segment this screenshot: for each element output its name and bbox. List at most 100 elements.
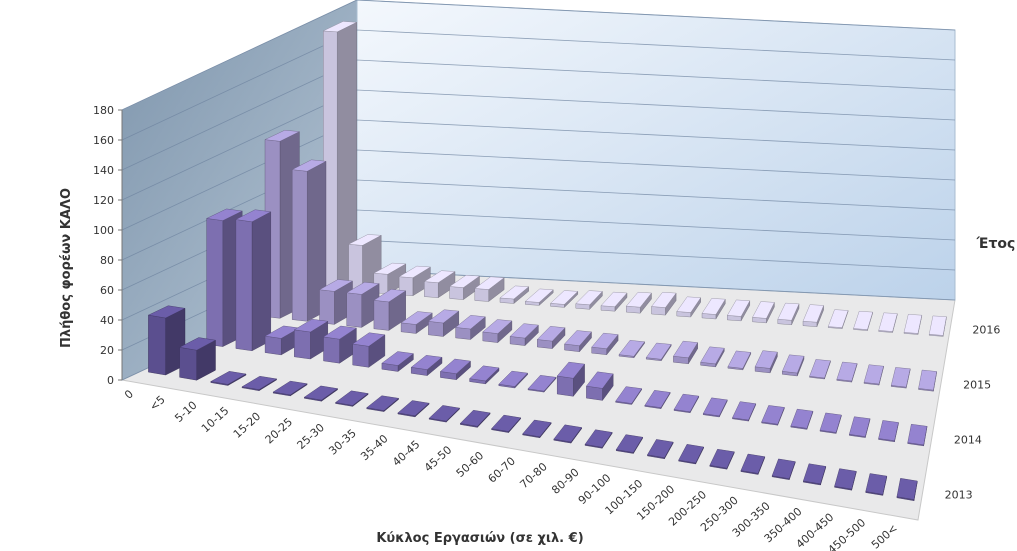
gridline xyxy=(121,0,956,111)
bar-2015-7 xyxy=(455,315,486,340)
bar-2016-11 xyxy=(600,291,628,312)
bar-2015-5 xyxy=(400,311,433,334)
bar-2014-11 xyxy=(527,375,557,393)
year-tick-label: 2015 xyxy=(963,379,991,392)
year-axis-title: Έτος xyxy=(976,236,1016,252)
x-axis-title: Κύκλος Εργασιών (σε χιλ. €) xyxy=(376,531,583,546)
bar-2014-23 xyxy=(878,420,899,443)
x-tick-label: 500< xyxy=(869,522,900,551)
bar-2013-12 xyxy=(522,419,552,439)
bar-2013-22 xyxy=(834,468,857,491)
x-tick-label: 0 xyxy=(122,387,136,401)
bar-2014-17 xyxy=(702,397,728,418)
bar-2013-7 xyxy=(366,395,400,413)
bar-2014-21 xyxy=(819,412,842,434)
bar-2015-16 xyxy=(700,346,725,368)
bar-2015-18 xyxy=(754,350,778,374)
bar-2016-10 xyxy=(575,290,603,310)
y-tick-label: 140 xyxy=(93,164,114,177)
bar-2016-13 xyxy=(651,291,677,316)
y-axis-title: Πλήθος φορέων ΚΑΛΟ xyxy=(59,188,74,348)
bar-2014-22 xyxy=(849,416,871,438)
bar-2015-11 xyxy=(564,330,592,353)
bar-2013-9 xyxy=(428,405,461,423)
bar-2014-24 xyxy=(907,423,928,447)
bar-2015-8 xyxy=(482,319,513,344)
bar-2013-24 xyxy=(896,478,918,501)
bar-2016-18 xyxy=(777,302,800,326)
bar-2014-20 xyxy=(790,408,814,430)
bar-2014-16 xyxy=(673,393,700,414)
bar-2015-19 xyxy=(782,354,805,377)
gridline xyxy=(121,29,956,141)
bar-2016-21 xyxy=(853,310,873,331)
bar-2016-24 xyxy=(928,315,947,337)
bar-2014-1 xyxy=(235,209,272,352)
bar-2016-16 xyxy=(726,299,751,322)
bar-2013-2 xyxy=(210,371,247,386)
bar-2015-10 xyxy=(536,326,566,350)
bar-2015-23 xyxy=(890,367,911,389)
x-tick-label: 60-70 xyxy=(486,455,518,486)
bar-2015-9 xyxy=(509,323,539,347)
bar-2014-10 xyxy=(498,370,529,389)
y-tick-label: 100 xyxy=(93,224,114,237)
bar-2014-18 xyxy=(732,401,757,422)
bar-2013-20 xyxy=(771,458,796,480)
bar-2014-5 xyxy=(352,332,386,368)
y-tick-label: 180 xyxy=(93,104,114,117)
x-tick-label: 30-35 xyxy=(326,427,358,458)
gridline xyxy=(121,149,956,261)
bar-2016-22 xyxy=(878,312,898,333)
bar-2016-0 xyxy=(322,21,358,291)
x-tick-label: 80-90 xyxy=(549,466,581,497)
bar-2013-17 xyxy=(678,444,705,465)
x-tick-label: 70-80 xyxy=(517,460,549,491)
bar-2013-3 xyxy=(241,375,278,392)
year-tick-label: 2013 xyxy=(945,489,973,502)
bar-2016-7 xyxy=(499,285,530,304)
y-tick-label: 20 xyxy=(100,344,114,357)
bar-2013-8 xyxy=(397,400,430,418)
bar-2016-15 xyxy=(701,298,726,320)
bar-2016-6 xyxy=(474,276,505,302)
bar-2014-12 xyxy=(556,361,585,397)
bar-2015-21 xyxy=(836,361,858,383)
y-tick-label: 160 xyxy=(93,134,114,147)
year-tick-label: 2014 xyxy=(954,434,982,447)
bar-2015-13 xyxy=(618,340,645,359)
x-tick-label: <5 xyxy=(147,393,168,414)
bar-2013-19 xyxy=(740,453,766,475)
bar-2013-5 xyxy=(303,385,339,402)
bar-2015-24 xyxy=(918,369,937,392)
bar-2013-14 xyxy=(584,429,613,449)
bar-2014-9 xyxy=(469,365,500,385)
gridline xyxy=(121,209,956,321)
bar-2013-10 xyxy=(459,409,491,428)
gridlines xyxy=(121,0,956,381)
x-tick-label: 15-20 xyxy=(231,410,263,441)
bar-2016-4 xyxy=(423,270,456,299)
bar-2016-14 xyxy=(676,296,702,318)
bar-2014-15 xyxy=(644,390,671,410)
x-tick-label: 35-40 xyxy=(358,432,390,463)
y-axis-ticks: 0 20 40 60 80 100 120 140 160 180 xyxy=(93,104,123,387)
bar-2016-1 xyxy=(347,234,382,293)
x-tick-label: 20-25 xyxy=(263,415,295,446)
bars xyxy=(147,21,947,501)
bar-2016-12 xyxy=(625,291,652,314)
bar-2016-9 xyxy=(550,290,579,308)
bar-2014-19 xyxy=(761,405,785,426)
x-tick-label: 45-50 xyxy=(422,443,454,474)
bar-2016-19 xyxy=(802,304,824,327)
bar-2014-7 xyxy=(410,355,443,377)
bar-2016-8 xyxy=(524,288,554,306)
bar-2016-20 xyxy=(827,309,849,329)
bar-2015-4 xyxy=(373,289,407,331)
y-tick-label: 60 xyxy=(100,284,114,297)
bar-2015-6 xyxy=(427,309,460,337)
bar-2013-23 xyxy=(865,473,888,496)
gridline xyxy=(121,89,956,201)
bar-2015-12 xyxy=(591,332,619,356)
